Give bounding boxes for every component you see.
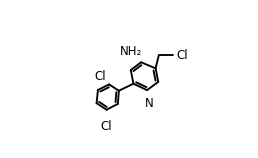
- Text: Cl: Cl: [176, 49, 188, 62]
- Text: Cl: Cl: [94, 70, 106, 83]
- Text: N: N: [145, 97, 154, 110]
- Text: Cl: Cl: [101, 120, 112, 133]
- Text: NH₂: NH₂: [120, 46, 142, 58]
